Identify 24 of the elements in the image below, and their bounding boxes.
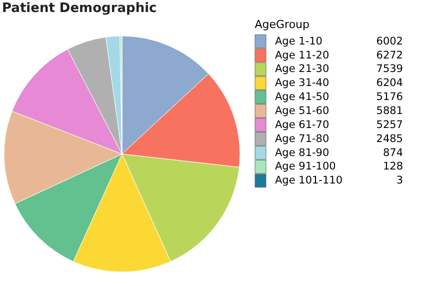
legend-label: Age 1-10 (275, 35, 322, 48)
data-label: 5257 (376, 118, 403, 131)
legend-label: Age 31-40 (275, 77, 330, 90)
data-label: 7539 (376, 63, 403, 76)
data-label: 3 (396, 174, 403, 187)
data-label: 5176 (376, 91, 404, 104)
data-label: 874 (382, 146, 404, 159)
chart-title: Patient Demographic (2, 1, 157, 16)
legend-title: AgeGroup (254, 18, 310, 31)
legend-label: Age 41-50 (275, 91, 330, 104)
legend-label: Age 81-90 (275, 146, 330, 159)
legend-label: Age 21-30 (275, 63, 330, 76)
legend-label: Age 61-70 (275, 118, 330, 131)
legend-label: Age 71-80 (275, 132, 330, 145)
legend-label: Age 91-100 (275, 160, 336, 173)
data-label: 6204 (376, 77, 404, 90)
legend-label: Age 11-20 (275, 49, 330, 62)
data-label: 2485 (376, 132, 403, 145)
data-label: 5881 (376, 105, 403, 117)
data-label: 6272 (376, 49, 403, 62)
data-label: 6002 (376, 35, 403, 48)
data-label: 128 (382, 160, 403, 173)
legend-label: Age 101-110 (275, 174, 343, 187)
legend-label: Age 51-60 (275, 105, 330, 117)
